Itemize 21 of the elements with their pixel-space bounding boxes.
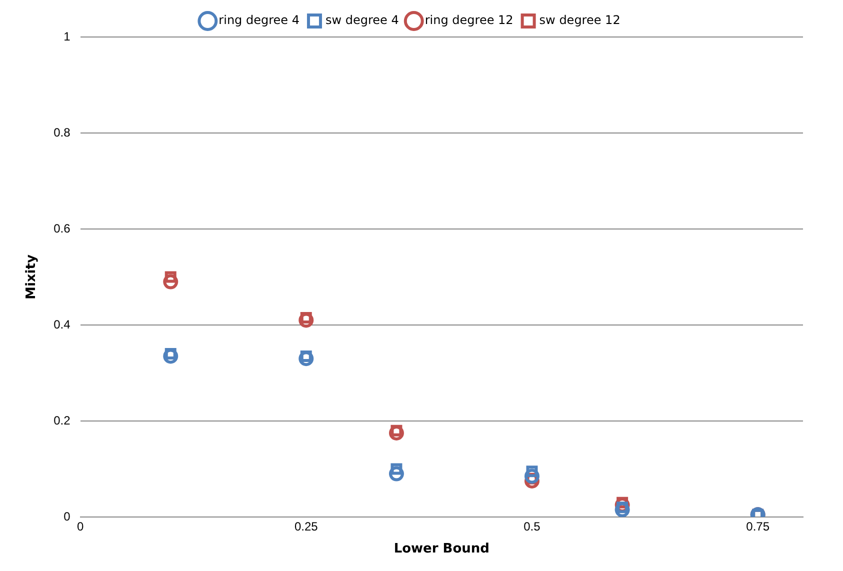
y-tick-label: 0.4 bbox=[54, 317, 71, 332]
point bbox=[524, 468, 540, 484]
y-tick-label: 1 bbox=[64, 29, 71, 44]
y-tick-label: 0 bbox=[64, 509, 71, 524]
legend-label: sw degree 12 bbox=[539, 13, 620, 28]
legend-label: ring degree 12 bbox=[424, 13, 514, 28]
point bbox=[163, 274, 178, 290]
point bbox=[388, 466, 404, 482]
y-tick-label: 0.6 bbox=[54, 221, 71, 236]
legend-label: sw degree 4 bbox=[325, 13, 399, 28]
x-tick-label: 0.75 bbox=[746, 520, 770, 534]
point bbox=[388, 426, 404, 440]
point bbox=[390, 424, 402, 436]
y-tick-label: 0.2 bbox=[54, 413, 71, 428]
x-axis-title: Lower Bound bbox=[394, 542, 490, 557]
legend-label: ring degree 4 bbox=[218, 13, 300, 28]
x-tick-label: 0 bbox=[76, 520, 84, 534]
y-tick-label: 0.8 bbox=[54, 125, 71, 140]
x-tick-label: 0.25 bbox=[294, 520, 318, 534]
x-tick-label: 0.5 bbox=[524, 520, 541, 534]
y-axis-title: Mixity bbox=[24, 254, 40, 300]
